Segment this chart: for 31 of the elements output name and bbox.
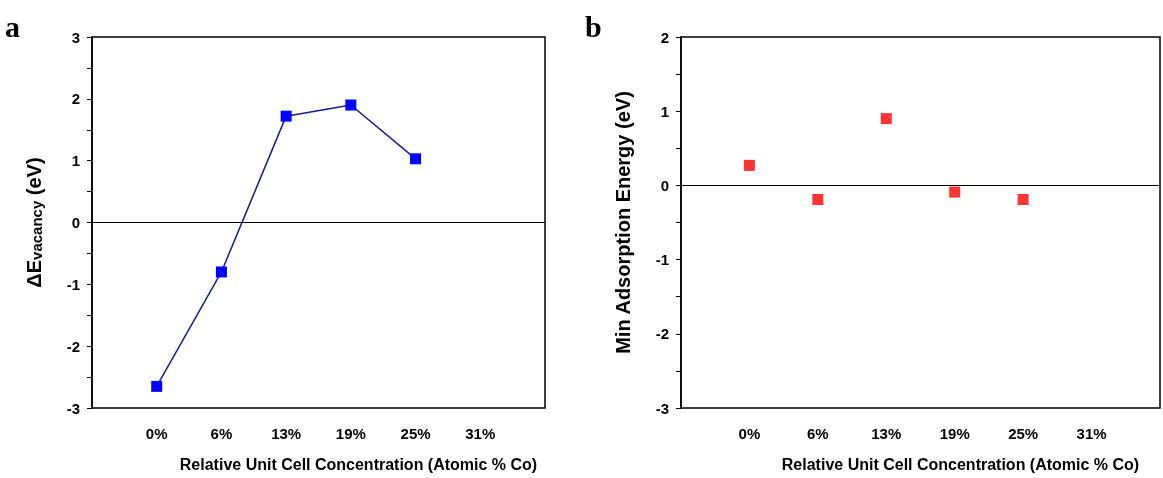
y-tick-label: 2	[71, 90, 80, 108]
y-axis-title: Min Adsorption Energy (eV)	[612, 91, 634, 354]
y-axis-title: ΔEvacancy (eV)	[22, 157, 45, 288]
y-tick-label: -3	[66, 399, 80, 417]
y-tick-label: 3	[71, 28, 80, 46]
x-axis-title: Relative Unit Cell Concentration (Atomic % Co)	[179, 455, 538, 473]
y-tick-label: 1	[71, 152, 80, 170]
x-tick-label: 6%	[807, 425, 829, 442]
x-tick-label: 0%	[145, 425, 168, 442]
y-tick-label: 0	[660, 176, 669, 194]
y-tick-label: -3	[655, 399, 669, 417]
x-tick-label: 13%	[271, 425, 302, 442]
chart-title: a	[5, 9, 20, 43]
y-tick-label: -2	[66, 337, 80, 355]
x-tick-label: 19%	[939, 425, 970, 442]
y-tick-label: 2	[660, 28, 669, 46]
x-tick-label: 19%	[335, 425, 366, 442]
x-tick-label: 13%	[871, 425, 902, 442]
x-tick-label: 25%	[400, 425, 431, 442]
x-tick-label: 0%	[738, 425, 761, 442]
y-tick-label: 1	[660, 102, 669, 120]
y-tick-label: 0	[71, 214, 80, 231]
x-tick-label: 31%	[465, 425, 496, 442]
chart-title: b	[585, 9, 602, 43]
y-tick-label: -1	[66, 275, 80, 293]
y-tick-label: -2	[655, 325, 669, 343]
x-tick-label: 25%	[1008, 425, 1039, 442]
x-tick-label: 6%	[210, 425, 233, 442]
x-axis-title: Relative Unit Cell Concentration (Atomic % Co)	[781, 455, 1140, 473]
y-tick-label: -1	[655, 251, 669, 269]
x-tick-label: 31%	[1076, 425, 1107, 442]
